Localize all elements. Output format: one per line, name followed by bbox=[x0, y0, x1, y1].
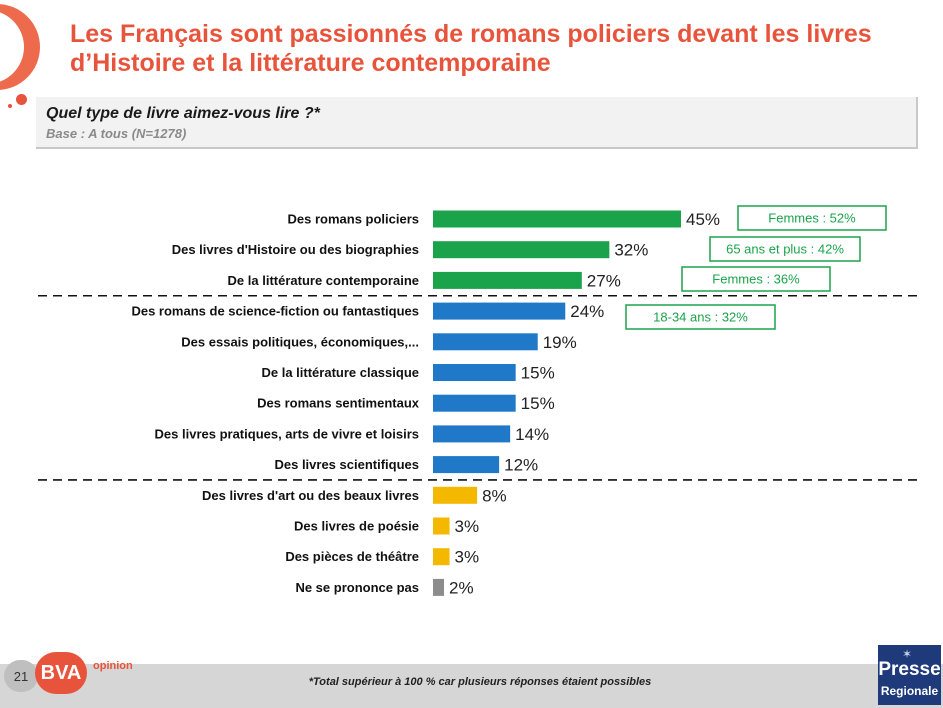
value-label: 2% bbox=[449, 578, 474, 597]
callout-box bbox=[625, 304, 776, 330]
value-label: 32% bbox=[614, 241, 648, 260]
star-icon: ✶ bbox=[902, 647, 913, 661]
category-label: Des romans sentimentaux bbox=[257, 396, 420, 411]
value-label: 45% bbox=[686, 210, 720, 229]
partner-logo-line2: Regionale bbox=[880, 684, 939, 698]
bar bbox=[433, 486, 478, 504]
category-label: Des pièces de théâtre bbox=[285, 549, 419, 564]
bar bbox=[433, 364, 516, 381]
bar bbox=[433, 302, 566, 320]
page-title: Les Français sont passionnés de romans p… bbox=[70, 20, 872, 77]
bva-logo: BVA bbox=[35, 652, 87, 694]
callout-text: 18-34 ans : 32% bbox=[653, 310, 748, 325]
presse-regionale-logo: ✶ Presse Regionale bbox=[878, 645, 941, 705]
value-label: 8% bbox=[482, 486, 507, 505]
question-base: Base : A tous (N=1278) bbox=[46, 126, 187, 141]
value-label: 3% bbox=[455, 517, 480, 536]
bar bbox=[433, 333, 538, 351]
category-label: Des livres scientifiques bbox=[274, 457, 419, 472]
callout-text: Femmes : 36% bbox=[712, 272, 800, 287]
category-label: Ne se prononce pas bbox=[295, 580, 419, 595]
value-label: 3% bbox=[455, 548, 480, 567]
category-label: De la littérature contemporaine bbox=[228, 273, 419, 288]
bar bbox=[433, 578, 445, 596]
bar bbox=[433, 425, 511, 443]
question-box: Quel type de livre aimez-vous lire ?* Ba… bbox=[36, 97, 918, 149]
bar bbox=[433, 456, 500, 474]
value-label: 12% bbox=[504, 456, 538, 475]
callout-text: Femmes : 52% bbox=[768, 211, 856, 226]
category-label: Des romans policiers bbox=[288, 212, 420, 227]
bar bbox=[433, 394, 516, 412]
value-label: 15% bbox=[521, 364, 555, 383]
decorative-dot bbox=[16, 94, 27, 105]
value-label: 19% bbox=[543, 333, 577, 352]
category-label: Des livres de poésie bbox=[294, 519, 419, 534]
value-label: 27% bbox=[587, 271, 621, 290]
value-label: 14% bbox=[515, 425, 549, 444]
category-label: Des romans de science-fiction ou fantast… bbox=[131, 304, 419, 319]
footer-band bbox=[0, 664, 943, 708]
value-label: 24% bbox=[570, 302, 604, 321]
category-label: Des essais politiques, économiques,... bbox=[181, 334, 419, 349]
bva-logo-subtitle: opinion bbox=[93, 660, 133, 672]
decorative-dot-small bbox=[8, 104, 12, 108]
category-label: De la littérature classique bbox=[261, 365, 419, 380]
category-label: Des livres d'art ou des beaux livres bbox=[202, 488, 419, 503]
question-text: Quel type de livre aimez-vous lire ?* bbox=[46, 105, 320, 122]
callout-text: 65 ans et plus : 42% bbox=[726, 242, 844, 257]
page-number: 21 bbox=[4, 660, 38, 692]
callout-box bbox=[737, 205, 887, 231]
partner-logo-line1: Presse bbox=[878, 659, 941, 680]
bar bbox=[433, 548, 450, 566]
bar bbox=[433, 210, 681, 228]
bar bbox=[433, 517, 450, 535]
footnote: *Total supérieur à 100 % car plusieurs r… bbox=[308, 676, 652, 688]
value-label: 15% bbox=[521, 394, 555, 413]
category-label: Des livres pratiques, arts de vivre et l… bbox=[155, 426, 419, 441]
bar bbox=[433, 241, 610, 259]
category-label: Des livres d'Histoire ou des biographies bbox=[172, 242, 419, 257]
callout-box bbox=[681, 266, 831, 292]
bar bbox=[433, 271, 582, 289]
callout-box bbox=[709, 236, 861, 262]
